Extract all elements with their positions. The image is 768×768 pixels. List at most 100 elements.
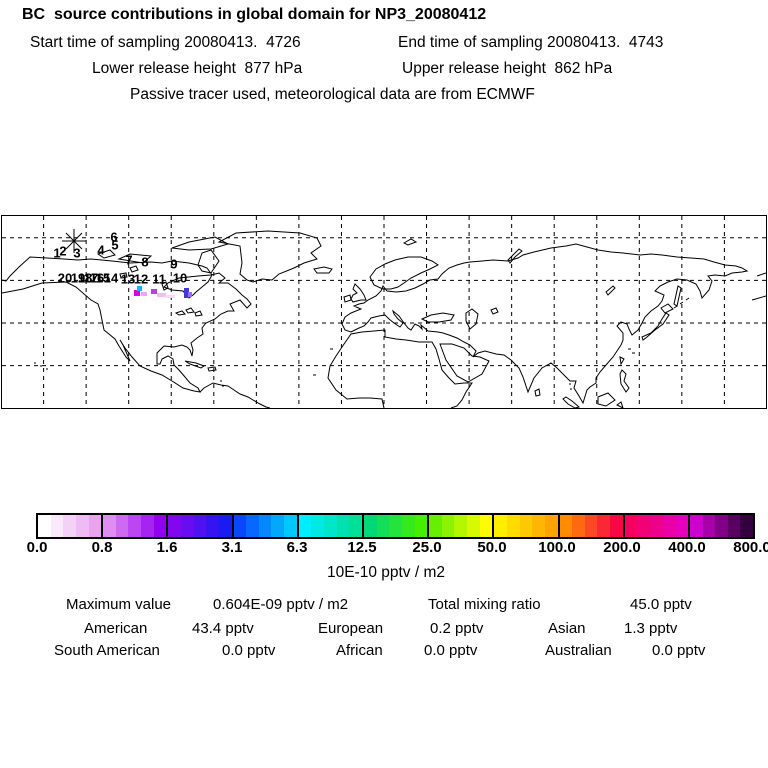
tracer-note: Passive tracer used, meteorological data… (130, 86, 535, 103)
colorbar-cell (233, 515, 247, 537)
colorbar-cell (349, 515, 362, 537)
coastlines (2, 230, 766, 408)
concentration-patch (137, 286, 142, 291)
australian-label: Australian (545, 642, 612, 659)
colorbar-cell (311, 515, 325, 537)
trajectory-label-5: 5 (111, 237, 119, 253)
concentration-patch (184, 288, 189, 298)
concentration-patch (188, 292, 192, 297)
colorbar-tick-1.6: 1.6 (156, 539, 178, 556)
colorbar-segment (101, 515, 167, 537)
lower-release-label: Lower release height 877 hPa (92, 60, 303, 77)
colorbar-cell (38, 515, 51, 537)
colorbar-segment (361, 515, 428, 537)
colorbar-cell (519, 515, 533, 537)
colorbar-cell (702, 515, 716, 537)
colorbar-tick-0.0: 0.0 (26, 539, 48, 556)
trajectory-label-17: 17 (83, 270, 99, 286)
trajectory-label-16: 16 (89, 270, 105, 286)
colorbar-cell (649, 515, 663, 537)
south-american-label: South American (54, 642, 160, 659)
colorbar-segment (296, 515, 362, 537)
trajectory-label-6: 6 (110, 229, 118, 245)
european-label: European (318, 620, 384, 637)
colorbar-cell (610, 515, 623, 537)
colorbar-cell (727, 515, 741, 537)
colorbar-cell (193, 515, 207, 537)
colorbar-cell (544, 515, 558, 537)
coastline-graticule-svg (2, 216, 766, 408)
colorbar-segment (622, 515, 688, 537)
colorbar-cell (128, 515, 142, 537)
american-value: 43.4 pptv (192, 620, 254, 637)
colorbar-tick-100.0: 100.0 (538, 539, 576, 556)
colorbar-cell (689, 515, 703, 537)
trajectory-label-14: 14 (103, 270, 119, 286)
australian-value: 0.0 pptv (652, 642, 706, 659)
colorbar-tick-800.0: 800.0 (733, 539, 768, 556)
max-value: 0.604E-09 pptv / m2 (213, 596, 349, 613)
trajectory-label-15: 15 (95, 270, 111, 286)
colorbar-cell (494, 515, 507, 537)
colorbar-tick-3.1: 3.1 (221, 539, 243, 556)
total-ratio-label: Total mixing ratio (428, 596, 541, 613)
total-ratio-value: 45.0 pptv (630, 596, 692, 613)
colorbar-cell (506, 515, 520, 537)
concentration-patch (165, 295, 175, 298)
colorbar-segment (492, 515, 558, 537)
colorbar-cell (363, 515, 377, 537)
concentration-patch (157, 293, 166, 297)
colorbar-segment (687, 515, 754, 537)
colorbar-cell (389, 515, 402, 537)
american-label: American (84, 620, 148, 637)
colorbar-tick-labels: 0.0 0.8 1.6 3.1 6.3 12.5 25.0 50.0 100.0 200.0 400… (27, 539, 768, 557)
trajectory-label-9: 9 (170, 256, 178, 272)
colorbar-cell (624, 515, 638, 537)
colorbar-cell (168, 515, 182, 537)
colorbar-cell (298, 515, 312, 537)
colorbar-cell (740, 515, 754, 537)
colorbar-segment (557, 515, 623, 537)
trajectory-label-19: 19 (70, 270, 86, 286)
colorbar-tick-25.0: 25.0 (412, 539, 442, 556)
trajectory-label-1: 1 (53, 245, 61, 261)
colorbar-cell (597, 515, 611, 537)
colorbar-cell (414, 515, 428, 537)
colorbar-cell (467, 515, 480, 537)
trajectory-label-4: 4 (97, 242, 105, 258)
colorbar-segment (166, 515, 232, 537)
african-label: African (336, 642, 383, 659)
colorbar-cell (479, 515, 493, 537)
colorbar-cell (584, 515, 598, 537)
max-value-label: Maximum value (66, 596, 172, 613)
colorbar-cell (141, 515, 154, 537)
south-american-value: 0.0 pptv (222, 642, 276, 659)
colorbar-tick-400.0: 400.0 (668, 539, 706, 556)
trajectory-label-10: 10 (172, 270, 188, 286)
colorbar-cell (454, 515, 468, 537)
concentration-patch (141, 292, 147, 296)
trajectory-label-3: 3 (73, 245, 81, 261)
colorbar-segment (427, 515, 493, 537)
trajectory-label-11: 11 (152, 271, 166, 287)
colorbar-cell (206, 515, 219, 537)
trajectory-label-18: 18 (77, 270, 93, 286)
colorbar-segment (38, 515, 102, 537)
colorbar-cell (271, 515, 285, 537)
colorbar-cell (181, 515, 194, 537)
colorbar-tick-0.8: 0.8 (91, 539, 113, 556)
asian-value: 1.3 pptv (624, 620, 678, 637)
colorbar-cell (75, 515, 89, 537)
european-value: 0.2 pptv (430, 620, 484, 637)
colorbar-cell (376, 515, 390, 537)
colorbar-cell (246, 515, 259, 537)
trajectory-label-7: 7 (125, 252, 133, 268)
colorbar-segment (231, 515, 297, 537)
colorbar-cell (572, 515, 585, 537)
colorbar-cell (715, 515, 728, 537)
trajectory-label-2: 2 (59, 243, 67, 259)
colorbar-cell (441, 515, 455, 537)
colorbar-cell (218, 515, 232, 537)
colorbar-tick-200.0: 200.0 (603, 539, 641, 556)
